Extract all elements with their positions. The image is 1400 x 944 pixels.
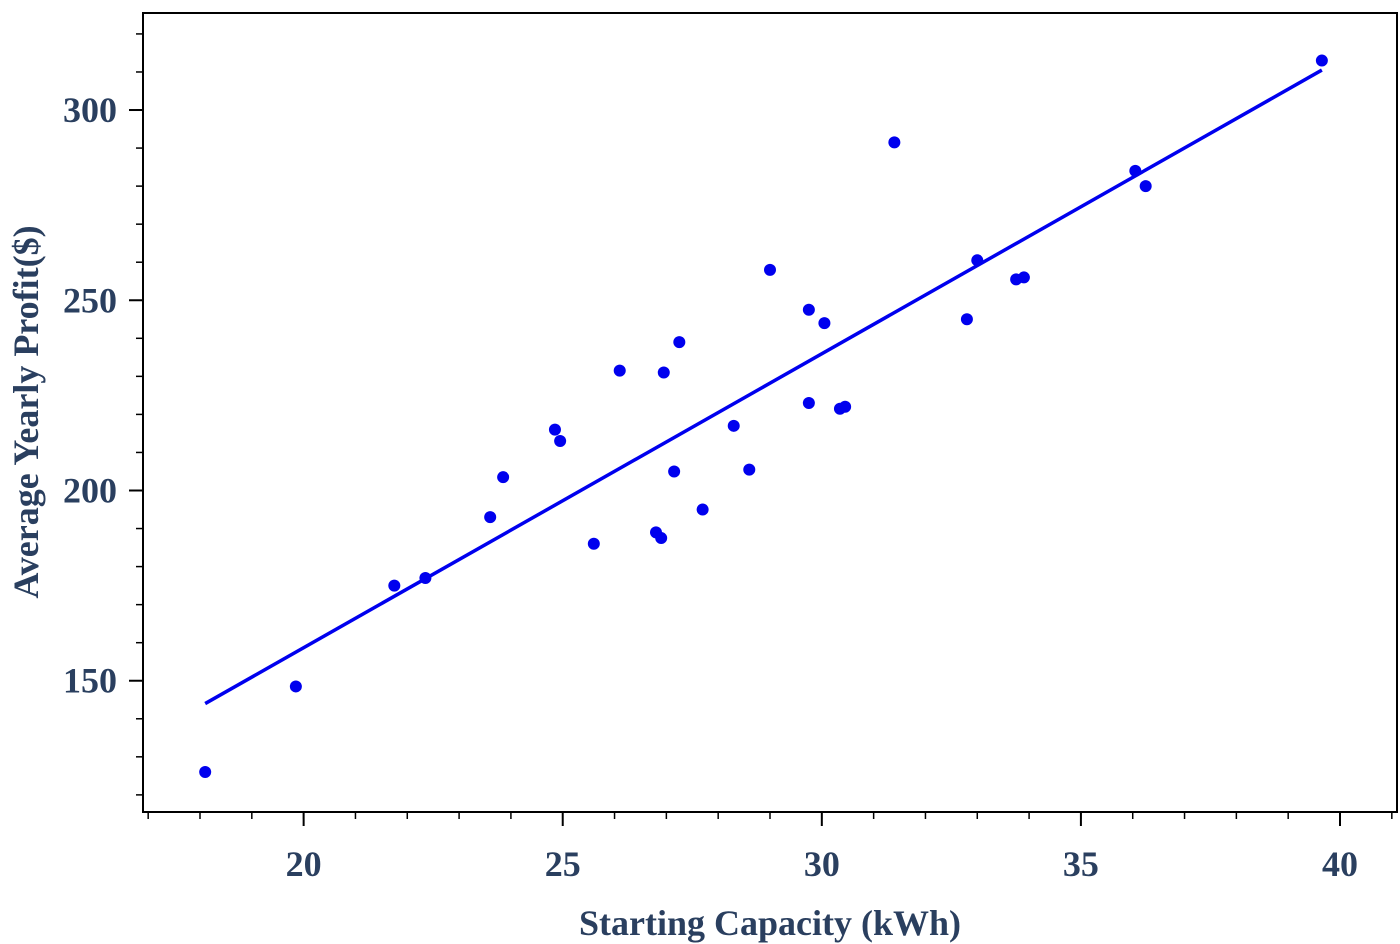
x-tick-label: 20 — [286, 844, 322, 884]
data-point — [1017, 271, 1030, 284]
data-point — [1139, 180, 1152, 193]
data-point — [554, 435, 567, 448]
data-point — [548, 423, 561, 436]
x-tick-label: 40 — [1322, 844, 1358, 884]
y-tick-label: 300 — [63, 90, 117, 130]
data-point — [839, 400, 852, 413]
y-tick-label: 200 — [63, 470, 117, 510]
data-point — [696, 503, 709, 516]
x-minor-ticks — [147, 812, 1393, 819]
data-point — [960, 313, 973, 326]
y-axis-title: Average Yearly Profit($) — [6, 225, 46, 598]
data-point — [289, 680, 302, 693]
data-point — [802, 396, 815, 409]
data-point — [388, 579, 401, 592]
data-point — [1315, 54, 1328, 67]
data-point — [657, 366, 670, 379]
x-tick-label: 30 — [804, 844, 840, 884]
data-point — [655, 532, 668, 545]
x-tick-labels: 20 25 30 35 40 — [286, 844, 1358, 884]
data-point — [497, 471, 510, 484]
data-point — [743, 463, 756, 476]
y-tick-labels: 150 200 250 300 — [63, 90, 117, 701]
y-major-ticks — [129, 109, 143, 682]
data-points — [199, 54, 1328, 779]
data-point — [613, 364, 626, 377]
data-point — [1129, 164, 1142, 177]
data-point — [888, 136, 901, 149]
y-tick-label: 250 — [63, 280, 117, 320]
y-tick-label: 150 — [63, 661, 117, 701]
x-major-ticks — [302, 812, 1341, 826]
x-tick-label: 35 — [1063, 844, 1099, 884]
data-point — [818, 317, 831, 330]
data-point — [668, 465, 681, 478]
data-point — [673, 336, 686, 349]
x-axis-title: Starting Capacity (kWh) — [579, 903, 961, 943]
data-point — [802, 303, 815, 316]
x-tick-label: 25 — [545, 844, 581, 884]
data-point — [764, 263, 776, 276]
data-point — [484, 511, 497, 524]
data-point — [727, 419, 740, 432]
data-point — [419, 572, 432, 585]
data-point — [199, 766, 212, 779]
data-point — [971, 254, 984, 267]
data-point — [587, 537, 600, 550]
